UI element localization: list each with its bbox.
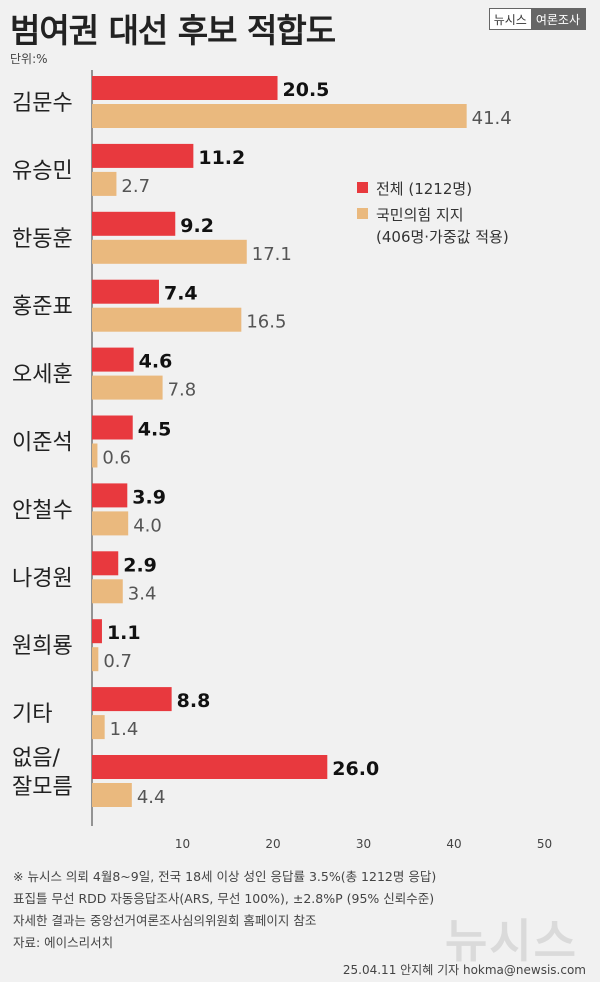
unit-label: 단위:% <box>10 52 48 66</box>
value-label-ppp: 4.0 <box>133 515 162 536</box>
value-label-ppp: 0.7 <box>103 651 132 672</box>
category-label-line: 잘모름 <box>12 775 73 800</box>
legend-label-line: 국민의힘 지지 <box>376 206 464 224</box>
bar-total <box>92 279 159 304</box>
x-tick-label: 40 <box>446 837 461 851</box>
value-label-total: 4.6 <box>139 351 173 373</box>
footnote-method: 표집틀 무선 RDD 자동응답조사(ARS, 무선 100%), ±2.8%P … <box>13 891 435 906</box>
bar-total <box>92 347 134 372</box>
byline: 25.04.11 안지혜 기자 hokma@newsis.com <box>342 963 586 977</box>
chart-title: 범여권 대선 후보 적합도 <box>10 11 336 50</box>
bar-ppp <box>92 511 129 536</box>
category-label: 오세훈 <box>12 363 73 388</box>
value-label-ppp: 16.5 <box>246 312 286 333</box>
bar-total <box>92 415 133 440</box>
category-label-line: 없음/ <box>12 746 60 771</box>
legend-item-total: 전체 (1212명) <box>357 178 509 200</box>
category-label: 안철수 <box>12 498 73 523</box>
bar-total <box>92 211 176 236</box>
category-label: 김문수 <box>12 91 73 116</box>
x-tick-label: 10 <box>175 837 190 851</box>
legend-swatch-total <box>357 182 368 193</box>
bar-total <box>92 755 328 779</box>
bar-ppp <box>92 104 467 128</box>
value-label-ppp: 1.4 <box>110 719 139 740</box>
x-tick-label: 50 <box>537 837 552 851</box>
value-label-ppp: 2.7 <box>121 176 150 197</box>
brand-name: 뉴시스 <box>493 13 527 27</box>
footnote-reference: 자세한 결과는 중앙선거여론조사심의위원회 홈페이지 참조 <box>13 913 317 928</box>
category-label: 기타 <box>12 702 52 727</box>
bar-ppp <box>92 307 242 332</box>
value-label-total: 1.1 <box>107 622 141 644</box>
value-label-total: 20.5 <box>283 79 330 101</box>
bar-ppp <box>92 171 117 196</box>
value-label-total: 26.0 <box>332 758 379 780</box>
bar-total <box>92 619 102 644</box>
bar-ppp <box>92 579 123 604</box>
value-label-ppp: 4.4 <box>137 787 166 808</box>
footnote-source: 자료: 에이스리서치 <box>13 935 114 950</box>
legend: 전체 (1212명) 국민의힘 지지 (406명·가중값 적용) <box>357 178 509 252</box>
bar-total <box>92 551 119 576</box>
brand-badge: 뉴시스 여론조사 <box>488 8 586 30</box>
brand-section: 여론조사 <box>530 9 585 29</box>
legend-swatch-ppp <box>357 208 368 219</box>
legend-item-ppp: 국민의힘 지지 (406명·가중값 적용) <box>357 204 509 248</box>
watermark-logo: 뉴시스 <box>445 914 578 968</box>
bar-total <box>92 143 194 168</box>
category-label: 홍준표 <box>12 295 73 320</box>
legend-label-ppp: 국민의힘 지지 (406명·가중값 적용) <box>376 204 509 248</box>
bar-ppp <box>92 783 132 807</box>
value-label-total: 11.2 <box>198 147 245 169</box>
value-label-ppp: 41.4 <box>472 108 512 129</box>
value-label-total: 8.8 <box>177 690 211 712</box>
bar-ppp <box>92 715 105 740</box>
bar-ppp <box>92 647 99 672</box>
x-tick-label: 30 <box>356 837 371 851</box>
value-label-total: 4.5 <box>138 419 172 441</box>
bar-ppp <box>92 239 247 264</box>
legend-label-total: 전체 (1212명) <box>376 180 473 198</box>
value-label-total: 3.9 <box>132 486 166 508</box>
value-label-ppp: 7.8 <box>168 380 197 401</box>
value-label-ppp: 17.1 <box>252 244 292 265</box>
category-label: 나경원 <box>12 566 73 591</box>
x-tick-label: 20 <box>265 837 280 851</box>
legend-label-line: (406명·가중값 적용) <box>376 228 509 246</box>
bar-total <box>92 687 172 712</box>
value-label-total: 9.2 <box>180 215 214 237</box>
value-label-total: 7.4 <box>164 283 198 305</box>
category-label: 한동훈 <box>12 227 73 252</box>
bar-ppp <box>92 443 98 468</box>
category-label: 유승민 <box>12 159 73 184</box>
category-label: 이준석 <box>12 431 73 456</box>
value-label-total: 2.9 <box>123 554 157 576</box>
category-label: 없음/잘모름 <box>12 746 73 800</box>
value-label-ppp: 0.6 <box>102 448 131 469</box>
bar-ppp <box>92 375 163 400</box>
bar-total <box>92 76 278 100</box>
category-label: 원희룡 <box>12 634 73 659</box>
value-label-ppp: 3.4 <box>128 583 157 604</box>
bar-chart: 김문수 20.5 41.4 유승민 11.2 2.7 한동훈 9.2 17.1 홍준표 7.4 16.… <box>12 70 552 851</box>
footnotes: ※ 뉴시스 의뢰 4월8~9일, 전국 18세 이상 성인 응답률 3.5%(총… <box>13 866 436 954</box>
bar-total <box>92 483 128 508</box>
footnote-survey: ※ 뉴시스 의뢰 4월8~9일, 전국 18세 이상 성인 응답률 3.5%(총… <box>13 869 437 884</box>
